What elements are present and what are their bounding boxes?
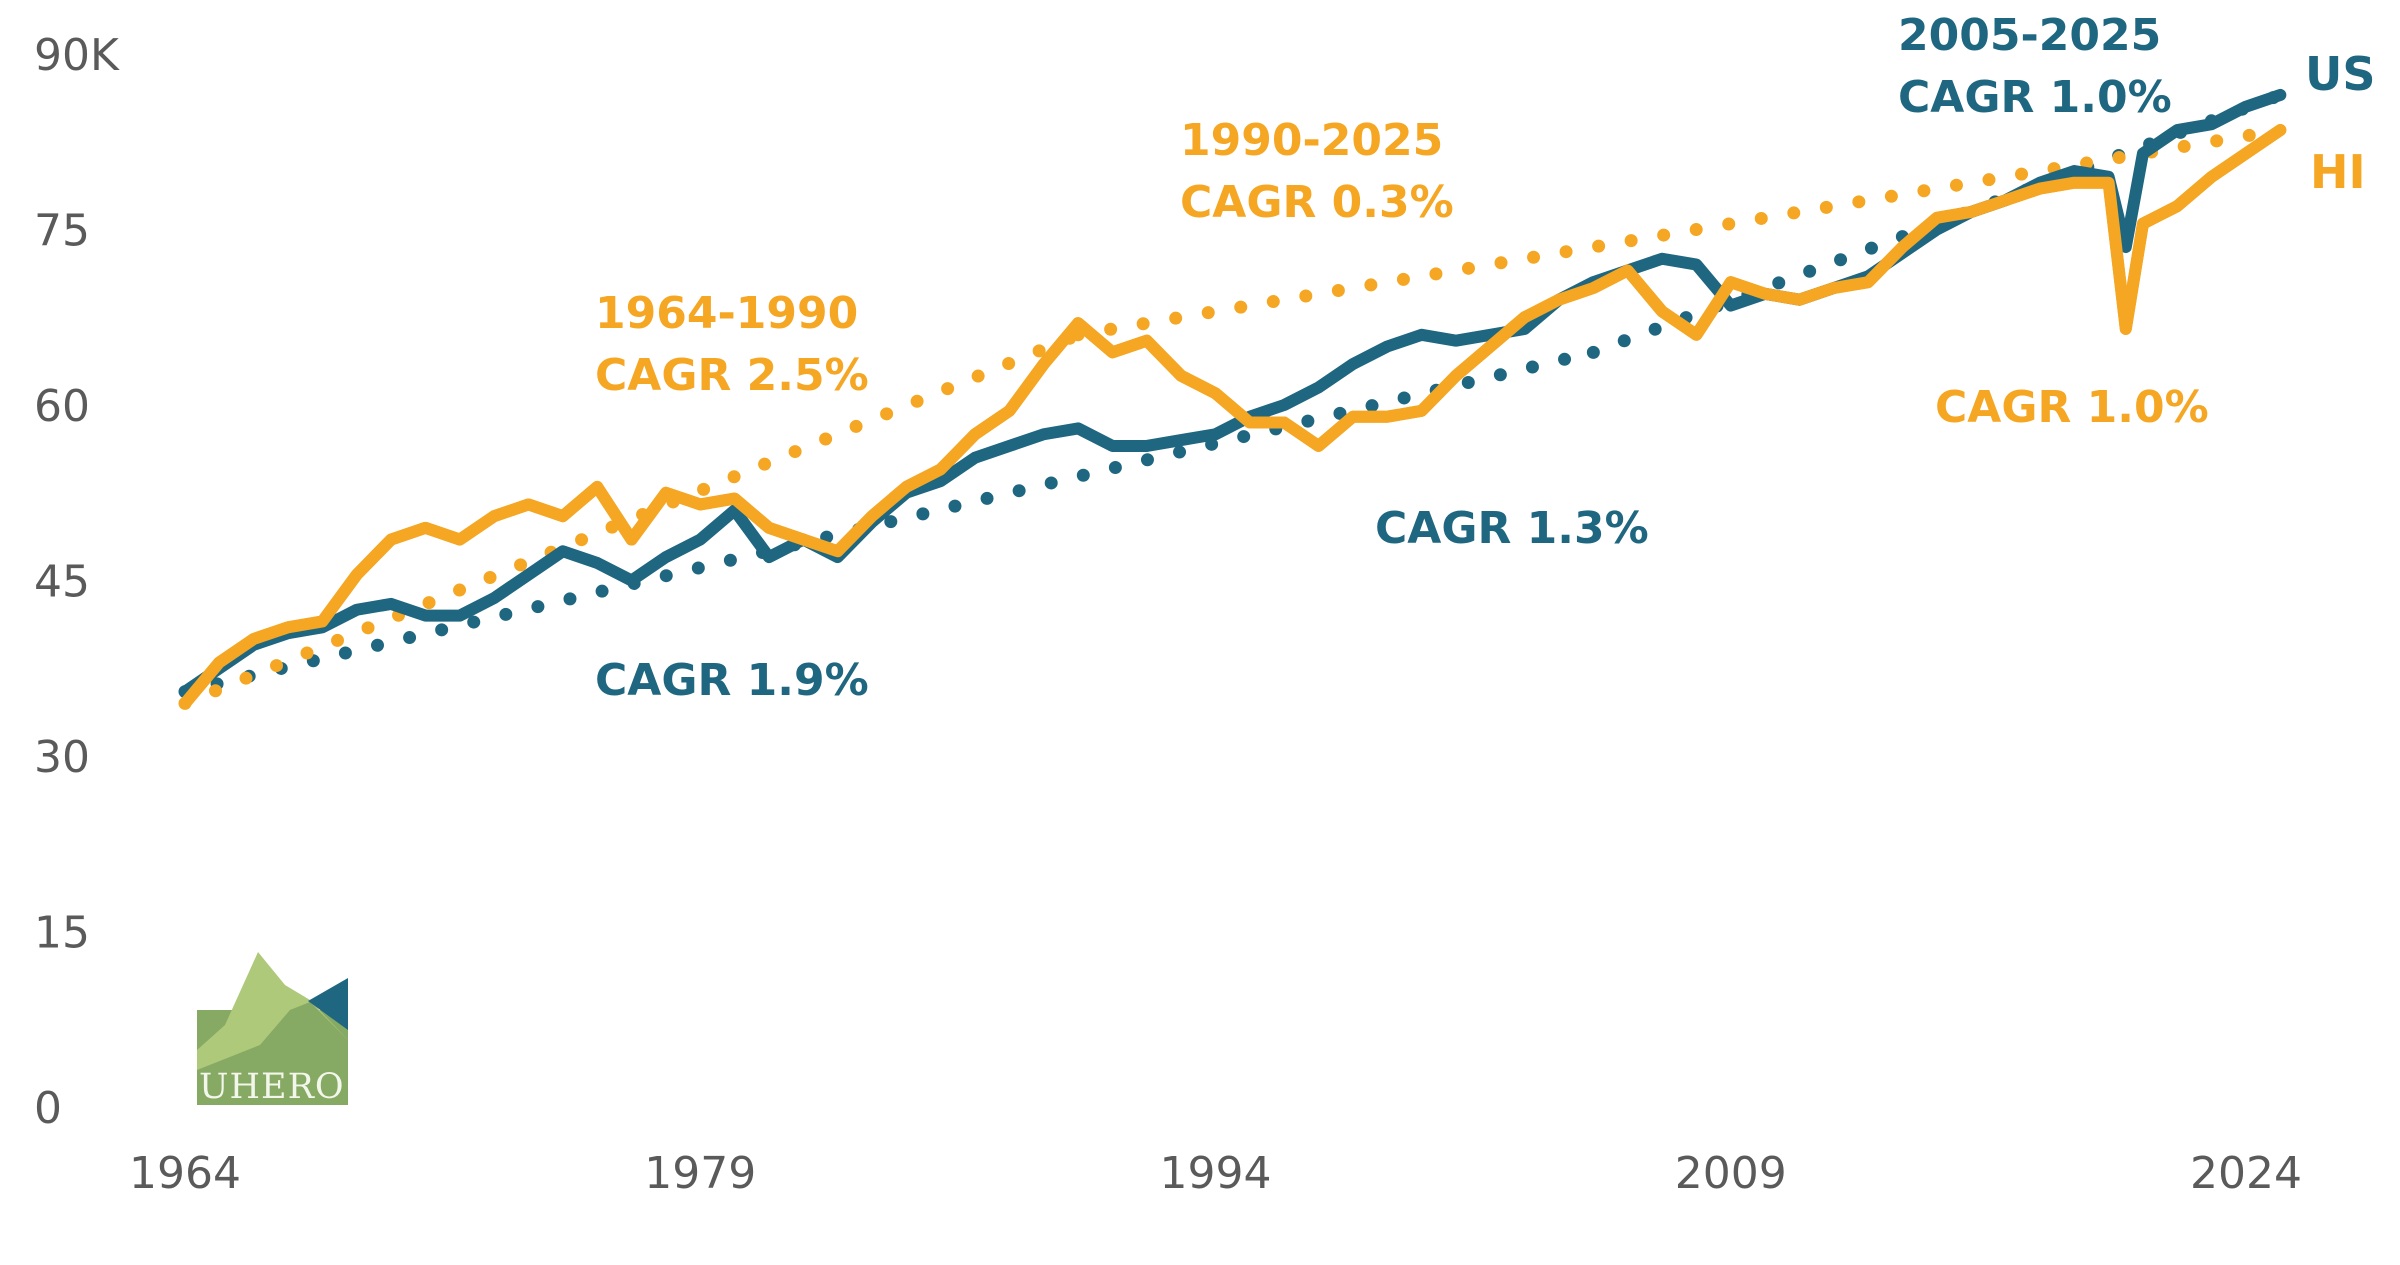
annotation-us-2005-2025: 2005-2025 CAGR 1.0% <box>1898 10 2177 123</box>
trend-line-us-trend-1964-2005 <box>178 345 1600 699</box>
y-tick-label: 90K <box>34 30 120 81</box>
trend-line-hi-trend-1964-1990 <box>178 328 1085 710</box>
annotation-line: CAGR 1.3% <box>1375 503 1649 554</box>
x-tick-label: 1994 <box>1160 1148 1272 1199</box>
annotation-line: CAGR 1.9% <box>595 655 869 706</box>
logo-text: UHERO <box>199 1067 345 1107</box>
annotation-line: 2005-2025 <box>1898 10 2161 61</box>
x-axis: 1964 1979 1994 2009 2024 <box>129 1148 2302 1199</box>
annotation-line: 1990-2025 <box>1180 115 1443 166</box>
annotation-us-1990-2025: CAGR 1.3% <box>1375 503 1649 554</box>
annotation-hi-1990-2025: 1990-2025 CAGR 0.3% <box>1180 115 1459 228</box>
annotation-line: CAGR 1.0% <box>1898 72 2172 123</box>
annotation-line: CAGR 0.3% <box>1180 177 1454 228</box>
annotation-hi-1964-1990: 1964-1990 CAGR 2.5% <box>595 288 874 401</box>
series-lines <box>179 88 2287 710</box>
series-label-us: US <box>2305 47 2375 101</box>
y-tick-label: 15 <box>34 908 90 959</box>
annotation-hi-2005-2025: CAGR 1.0% <box>1935 382 2209 433</box>
annotation-line: CAGR 1.0% <box>1935 382 2209 433</box>
y-tick-label: 45 <box>34 557 90 608</box>
x-tick-label: 2024 <box>2190 1148 2302 1199</box>
x-tick-label: 2009 <box>1675 1148 1787 1199</box>
series-label-hi: HI <box>2310 145 2366 199</box>
y-tick-label: 0 <box>34 1083 62 1134</box>
annotation-line: 1964-1990 <box>595 288 858 339</box>
series-line-hi-overlay <box>179 124 2287 710</box>
annotation-us-1964-2005: CAGR 1.9% <box>595 655 869 706</box>
y-tick-label: 75 <box>34 206 90 257</box>
annotation-line: CAGR 2.5% <box>595 350 869 401</box>
trend-line-hi-trend-1990-2025 <box>1071 123 2287 342</box>
x-tick-label: 1964 <box>129 1148 241 1199</box>
logo-mountain-dark <box>308 978 348 1030</box>
y-tick-label: 30 <box>34 732 90 783</box>
x-tick-label: 1979 <box>644 1148 756 1199</box>
uhero-logo: UHERO <box>197 952 348 1107</box>
y-tick-label: 60 <box>34 381 90 432</box>
y-axis: 0 15 30 45 60 75 90K <box>34 30 120 1134</box>
logo-mountain-mid <box>197 1002 348 1105</box>
